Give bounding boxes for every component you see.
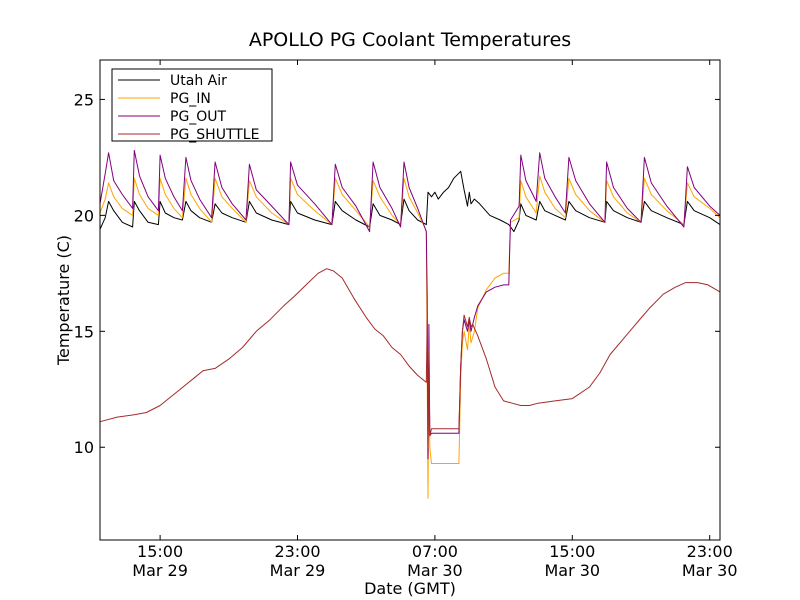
- x-tick-label-date: Mar 30: [407, 561, 463, 580]
- x-tick-label-time: 07:00: [412, 542, 458, 561]
- x-tick-label-date: Mar 30: [682, 561, 738, 580]
- x-tick-label-date: Mar 29: [132, 561, 188, 580]
- series-line-pg-out: [99, 149, 721, 460]
- legend-label: PG_IN: [170, 91, 211, 107]
- x-tick-label-time: 23:00: [274, 542, 320, 561]
- y-tick-label: 20: [74, 206, 94, 225]
- x-tick-label-time: 15:00: [549, 542, 595, 561]
- x-tick-label-date: Mar 30: [544, 561, 600, 580]
- chart-title: APOLLO PG Coolant Temperatures: [249, 29, 571, 51]
- legend-box: [111, 68, 273, 142]
- y-tick-label: 15: [74, 322, 94, 341]
- plot-frame: [99, 59, 721, 541]
- y-axis-label: Temperature (C): [54, 235, 73, 366]
- legend-label: Utah Air: [170, 73, 227, 89]
- x-tick-label-time: 15:00: [137, 542, 183, 561]
- y-tick-label: 10: [74, 438, 94, 457]
- legend-label: PG_SHUTTLE: [170, 127, 259, 143]
- series-line-utah-air: [99, 170, 721, 233]
- series-line-pg-shuttle: [99, 268, 721, 448]
- x-axis-label: Date (GMT): [364, 579, 456, 598]
- legend: Utah Air PG_IN PG_OUT PG_SHUTTLE: [111, 68, 273, 143]
- series-layer: [99, 149, 721, 499]
- y-tick-label: 25: [74, 90, 94, 109]
- legend-label: PG_OUT: [170, 109, 227, 125]
- x-tick-label-date: Mar 29: [270, 561, 326, 580]
- series-line-pg-in: [99, 175, 721, 499]
- x-tick-label-time: 23:00: [687, 542, 733, 561]
